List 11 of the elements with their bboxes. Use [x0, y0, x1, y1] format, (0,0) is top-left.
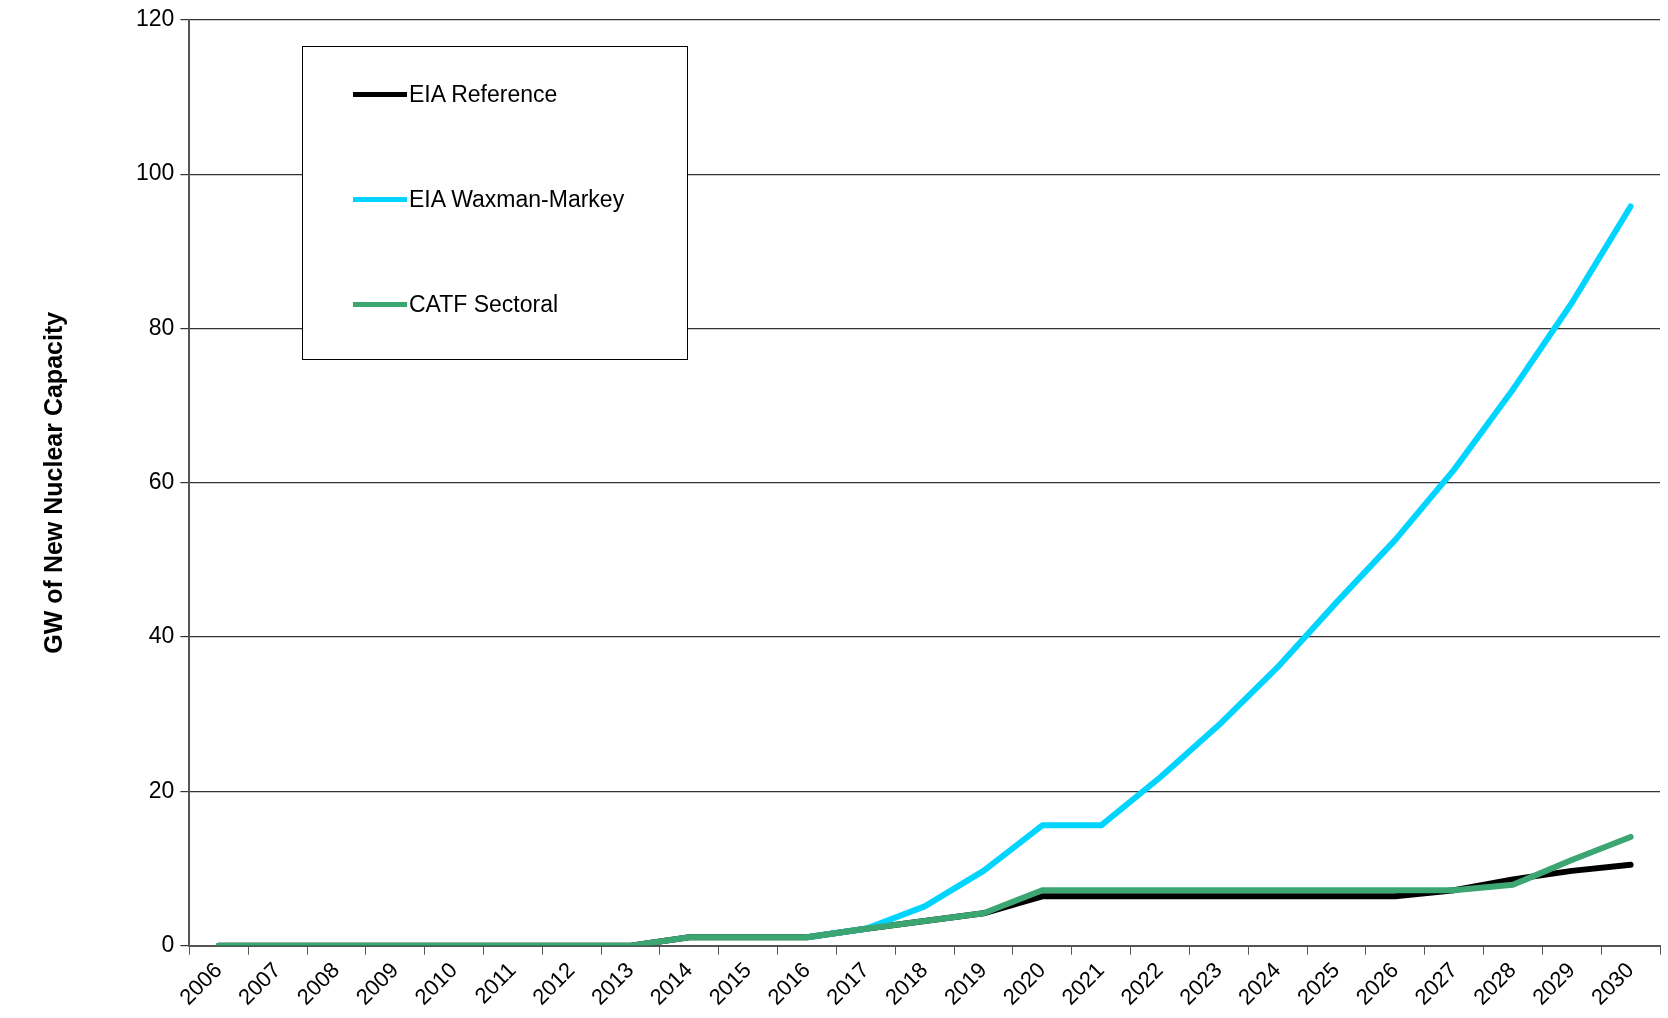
y-tick-label: 0 [161, 931, 175, 958]
y-tick-label: 20 [148, 776, 175, 803]
y-axis-title: GW of New Nuclear Capacity [38, 311, 67, 654]
legend-label: CATF Sectoral [409, 291, 559, 318]
y-tick-label: 100 [136, 159, 175, 186]
legend-label: EIA Reference [409, 81, 558, 108]
y-tick-label: 120 [136, 5, 175, 32]
y-tick-label: 80 [148, 313, 175, 340]
legend-label: EIA Waxman-Markey [409, 186, 625, 213]
y-tick-label: 60 [148, 468, 175, 495]
y-tick-label: 40 [148, 622, 175, 649]
